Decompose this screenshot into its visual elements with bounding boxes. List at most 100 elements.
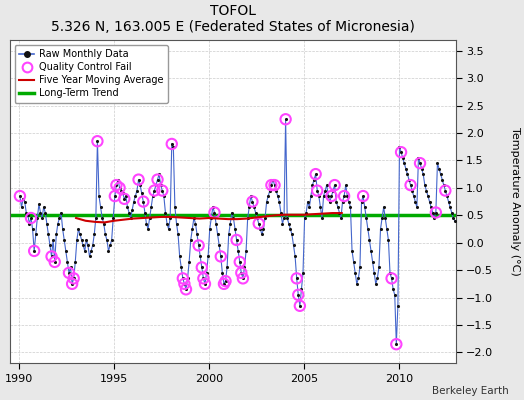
Point [384,237,392,243]
Point [205,226,214,232]
Point [120,196,128,202]
Point [65,270,73,276]
Point [255,220,263,227]
Point [74,226,83,232]
Point [190,215,198,221]
Point [331,182,339,188]
Point [364,226,372,232]
Point [311,171,320,177]
Point [373,275,381,282]
Point [375,264,383,270]
Point [237,270,246,276]
Point [289,242,298,249]
Point [180,281,189,287]
Point [259,226,268,232]
Point [104,248,113,254]
Point [62,248,70,254]
Point [183,275,192,282]
Point [109,215,117,221]
Point [323,182,331,188]
Point [210,209,219,216]
Point [182,286,190,292]
Point [339,198,347,205]
Point [100,220,108,227]
Point [436,171,445,177]
Point [96,204,105,210]
Point [65,270,73,276]
Point [441,187,450,194]
Point [266,187,274,194]
Point [413,204,421,210]
Point [267,182,276,188]
Point [372,281,380,287]
Point [117,187,125,194]
Point [250,204,258,210]
Point [357,198,366,205]
Point [425,198,434,205]
Point [50,259,59,265]
Point [424,193,432,199]
Point [227,209,236,216]
Point [201,281,209,287]
Point [194,242,203,249]
Point [253,215,261,221]
Point [216,253,225,260]
Point [103,237,111,243]
Point [281,116,290,122]
Point [435,166,443,172]
Point [263,198,271,205]
Point [70,275,78,282]
Point [270,182,279,188]
Point [291,253,299,260]
Point [340,193,348,199]
Point [328,193,336,199]
Point [411,198,420,205]
Point [419,171,428,177]
Point [78,237,86,243]
Point [332,198,341,205]
Point [376,226,385,232]
Point [20,198,29,205]
Point [199,275,208,282]
Point [128,206,136,213]
Point [345,198,353,205]
Point [196,253,204,260]
Point [300,215,309,221]
Point [229,215,237,221]
Point [274,193,282,199]
Point [334,204,342,210]
Point [256,226,265,232]
Point [449,215,457,221]
Point [337,215,345,221]
Point [223,264,231,270]
Point [154,176,162,183]
Point [269,176,277,183]
Point [182,286,190,292]
Point [401,166,410,172]
Point [209,204,217,210]
Point [115,185,124,191]
Point [292,275,301,282]
Point [232,237,241,243]
Point [218,270,226,276]
Point [329,187,337,194]
Point [52,231,60,238]
Point [168,141,176,147]
Point [414,154,423,161]
Point [221,278,230,284]
Point [157,182,165,188]
Point [111,193,119,199]
Point [133,187,141,194]
Point [236,259,244,265]
Point [210,209,219,216]
Point [361,204,369,210]
Point [81,248,89,254]
Point [427,204,435,210]
Point [201,281,209,287]
Point [172,220,181,227]
Point [405,176,413,183]
Point [346,204,355,210]
Point [134,176,143,183]
Point [154,176,162,183]
Point [146,215,154,221]
